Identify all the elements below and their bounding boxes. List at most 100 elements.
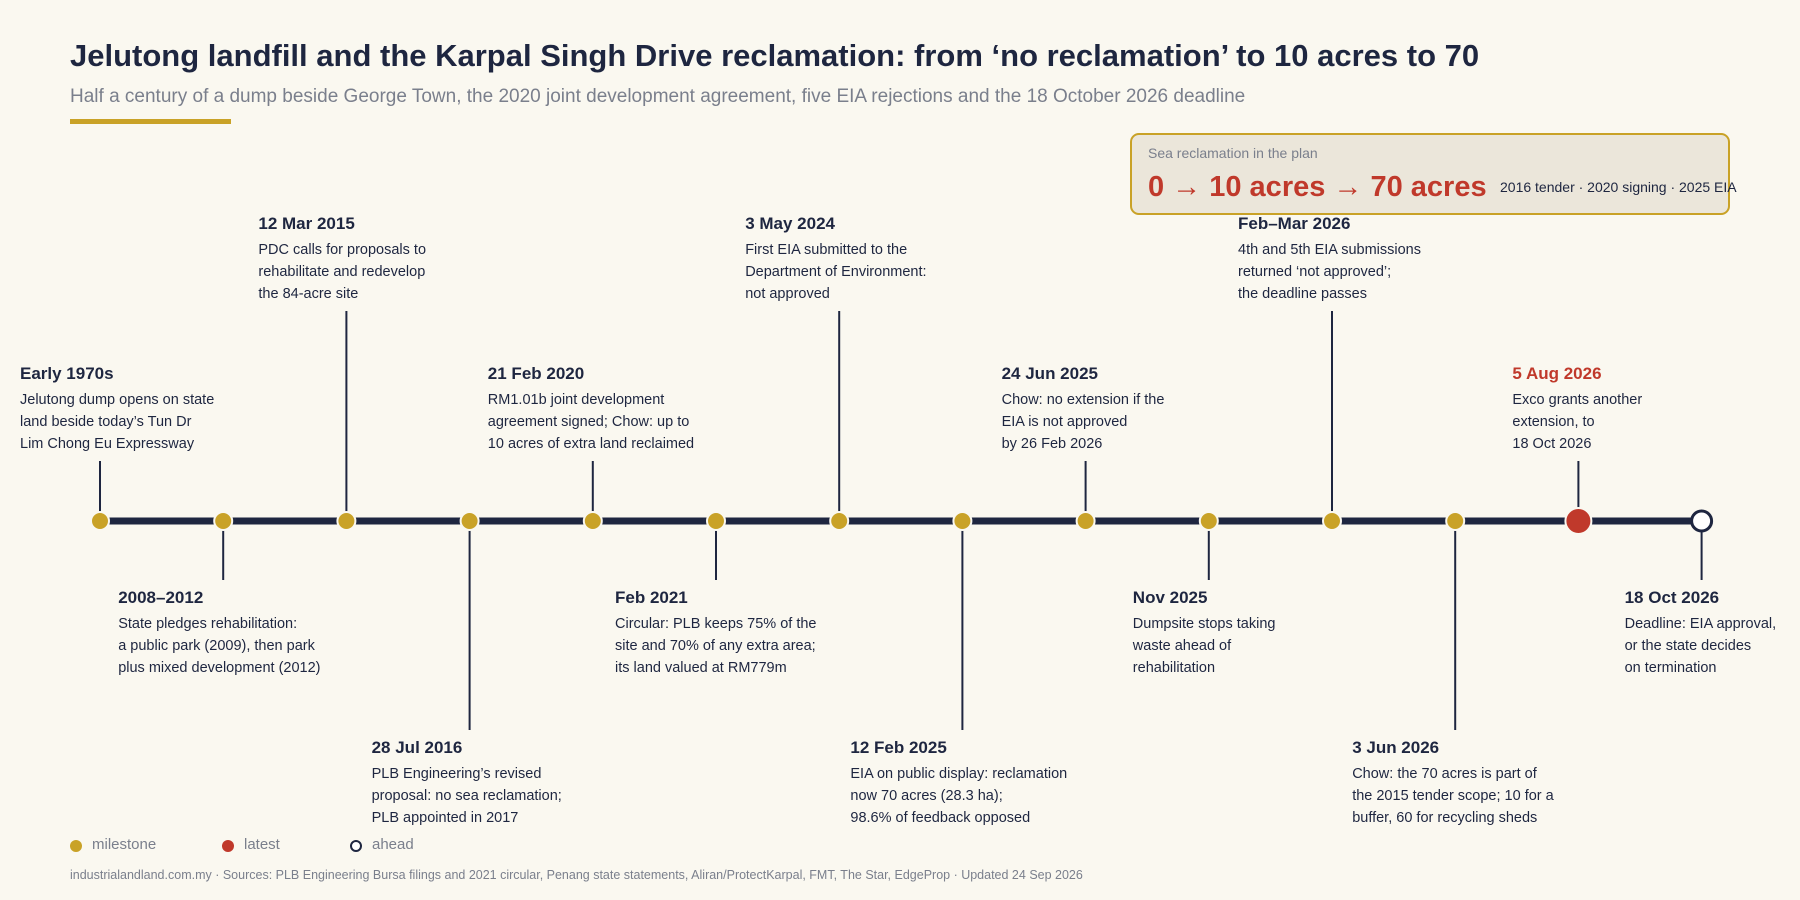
milestone-marker — [459, 511, 480, 531]
callout-label: Sea reclamation in the plan — [1148, 145, 1318, 161]
event-description-line: Circular: PLB keeps 75% of the — [615, 616, 817, 632]
event-description: RM1.01b joint development agreement signe… — [488, 389, 694, 455]
event-date: Early 1970s — [20, 364, 114, 383]
legend-milestone-label: milestone — [92, 836, 157, 853]
event-description: PDC calls for proposals to rehabilitate a… — [258, 239, 426, 305]
milestone-marker — [1322, 511, 1342, 531]
event-description-line: First EIA submitted to the — [745, 242, 908, 258]
timeline-event: Early 1970s Jelutong dump opens on state l… — [20, 364, 214, 455]
event-description-line: its land valued at RM779m — [615, 660, 787, 676]
event-description-line: plus mixed development (2012) — [118, 660, 321, 676]
event-date: 18 Oct 2026 — [1624, 588, 1720, 607]
timeline-event: 18 Oct 2026 Deadline: EIA approval, or the… — [1625, 588, 1777, 679]
milestone-marker — [213, 511, 234, 531]
title-accent-rule — [70, 119, 231, 124]
reclamation-callout: Sea reclamation in the plan 0 → 10 acres… — [1130, 133, 1737, 215]
event-description-line: by 26 Feb 2026 — [1001, 436, 1103, 452]
milestone-marker — [90, 511, 110, 531]
event-description-line: the 2015 tender scope; 10 for a — [1352, 788, 1554, 804]
event-description-line: EIA on public display: reclamation — [850, 766, 1068, 782]
event-description-line: a public park (2009), then park — [118, 638, 315, 654]
event-description-line: State pledges rehabilitation: — [118, 616, 298, 632]
timeline-event: 12 Feb 2025 EIA on public display: reclam… — [850, 738, 1067, 829]
event-description-line: rehabilitate and redevelop — [258, 264, 426, 280]
legend-ahead-label: ahead — [372, 836, 414, 853]
event-description-line: 98.6% of feedback opposed — [850, 810, 1031, 826]
legend-latest-label: latest — [244, 836, 280, 853]
event-description-line: EIA is not approved — [1001, 414, 1128, 430]
event-date: 24 Jun 2025 — [1001, 364, 1098, 383]
milestone-marker — [1198, 511, 1219, 531]
event-description-line: or the state decides — [1624, 638, 1752, 654]
event-description-line: proposal: no sea reclamation; — [371, 788, 562, 804]
event-date: 21 Feb 2020 — [487, 364, 585, 383]
event-date: Feb–Mar 2026 — [1238, 214, 1351, 233]
timeline-event: 3 Jun 2026 Chow: the 70 acres is part of t… — [1352, 738, 1554, 829]
event-description-line: Department of Environment: — [745, 264, 927, 280]
event-description-line: site and 70% of any extra area; — [615, 638, 816, 654]
event-description: Dumpsite stops taking waste ahead of rehab… — [1133, 613, 1276, 679]
event-description: State pledges rehabilitation: a public pa… — [118, 613, 320, 679]
milestone-marker — [1075, 511, 1096, 531]
event-description-line: PDC calls for proposals to — [258, 242, 427, 258]
milestone-marker — [336, 511, 357, 531]
timeline-event: 28 Jul 2016 PLB Engineering’s revised prop… — [372, 738, 562, 829]
timeline-event: 12 Mar 2015 PDC calls for proposals to reh… — [258, 214, 426, 305]
page-subtitle: Half a century of a dump beside George T… — [70, 86, 1246, 107]
event-description-line: buffer, 60 for recycling sheds — [1352, 810, 1538, 826]
page-title: Jelutong landfill and the Karpal Singh D… — [70, 38, 1480, 73]
event-description-line: Jelutong dump opens on state — [20, 392, 215, 408]
timeline-event: 5 Aug 2026 Exco grants another extension, … — [1512, 364, 1642, 455]
callout-value: 0 → 10 acres → 70 acres — [1148, 171, 1487, 203]
event-date: 2008–2012 — [118, 588, 204, 607]
event-description-line: RM1.01b joint development — [487, 392, 665, 408]
event-description-line: 4th and 5th EIA submissions — [1238, 242, 1421, 258]
event-description-line: the deadline passes — [1238, 286, 1367, 302]
event-date: 28 Jul 2016 — [371, 738, 463, 757]
event-description: 4th and 5th EIA submissions returned ‘not… — [1238, 239, 1421, 305]
event-description-line: rehabilitation — [1132, 660, 1216, 676]
ahead-marker — [1690, 509, 1714, 533]
timeline-event: 2008–2012 State pledges rehabilitation: a … — [118, 588, 320, 679]
event-description-line: 10 acres of extra land reclaimed — [487, 436, 695, 452]
event-description: First EIA submitted to the Department of … — [745, 239, 926, 305]
timeline-event: 3 May 2024 First EIA submitted to the Depa… — [745, 214, 926, 305]
event-date: 12 Feb 2025 — [850, 738, 947, 757]
event-description: EIA on public display: reclamation now 70… — [850, 763, 1067, 829]
event-description-line: Deadline: EIA approval, — [1624, 616, 1777, 632]
event-description-line: returned ‘not approved’; — [1238, 264, 1392, 280]
event-description-line: agreement signed; Chow: up to — [487, 414, 690, 430]
event-description-line: 18 Oct 2026 — [1512, 436, 1592, 452]
event-description-line: land beside today’s Tun Dr — [20, 414, 192, 430]
callout-note: 2016 tender · 2020 signing · 2025 EIA — [1500, 179, 1737, 195]
legend-ahead-swatch — [350, 840, 362, 852]
timeline-event: 24 Jun 2025 Chow: no extension if the EIA … — [1002, 364, 1165, 455]
event-date: 3 May 2024 — [745, 214, 835, 233]
event-description: Circular: PLB keeps 75% of the site and 7… — [615, 613, 817, 679]
milestone-marker — [706, 511, 726, 531]
event-description-line: waste ahead of — [1132, 638, 1232, 654]
event-description-line: not approved — [745, 286, 830, 302]
event-description-line: PLB appointed in 2017 — [371, 810, 519, 826]
event-description: PLB Engineering’s revised proposal: no se… — [372, 763, 562, 829]
event-description-line: Exco grants another — [1512, 392, 1643, 408]
event-description-line: Chow: the 70 acres is part of — [1352, 766, 1537, 782]
event-description-line: extension, to — [1512, 414, 1595, 430]
event-description-line: on termination — [1624, 660, 1717, 676]
event-date: 5 Aug 2026 — [1512, 364, 1602, 383]
event-description: Exco grants another extension, to 18 Oct 2… — [1512, 389, 1642, 455]
event-date: 12 Mar 2015 — [258, 214, 355, 233]
event-date: Feb 2021 — [615, 588, 688, 607]
source-footer: industrialandland.com.my · Sources: PLB … — [70, 868, 1083, 882]
event-description: Chow: no extension if the EIA is not appr… — [1002, 389, 1165, 455]
timeline-event: Feb 2021 Circular: PLB keeps 75% of the si… — [615, 588, 817, 679]
event-description-line: Dumpsite stops taking — [1132, 616, 1276, 632]
event-description-line: the 84-acre site — [258, 286, 359, 302]
event-description-line: Lim Chong Eu Expressway — [20, 436, 195, 452]
milestone-marker — [829, 511, 850, 531]
milestone-marker — [1445, 511, 1466, 531]
timeline-event: Feb–Mar 2026 4th and 5th EIA submissions r… — [1238, 214, 1421, 305]
event-date: 3 Jun 2026 — [1352, 738, 1440, 757]
latest-marker — [1564, 507, 1593, 535]
